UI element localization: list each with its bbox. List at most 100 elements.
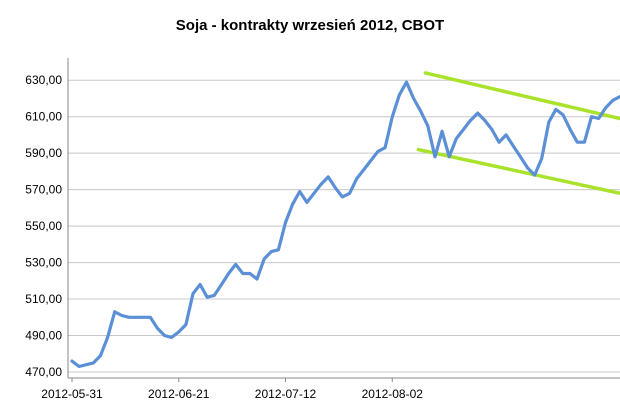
price-point: [163, 334, 166, 337]
trend-line: [423, 71, 620, 121]
price-point: [177, 330, 180, 334]
price-point: [248, 272, 252, 275]
price-point: [362, 168, 365, 171]
trend-lines: [416, 71, 620, 196]
grid-layer: [68, 79, 620, 373]
price-point: [590, 115, 593, 118]
price-point: [547, 120, 551, 124]
price-point: [270, 250, 273, 253]
price-point: [462, 128, 465, 131]
price-point: [198, 283, 202, 286]
y-tick-label: 550,00: [25, 219, 62, 233]
y-tick-label: 630,00: [25, 73, 62, 87]
price-point: [319, 182, 323, 186]
price-point: [348, 192, 351, 195]
chart-title: Soja - kontrakty wrzesień 2012, CBOT: [175, 17, 445, 34]
x-tick-label: 2012-07-12: [255, 387, 317, 401]
price-point: [604, 106, 607, 109]
price-point: [504, 133, 508, 137]
price-point: [391, 115, 394, 118]
price-point: [611, 99, 615, 102]
price-point: [262, 257, 266, 261]
price-point: [533, 173, 536, 177]
price-point: [376, 150, 380, 153]
trend-line: [416, 147, 620, 196]
y-tick-label: 610,00: [25, 110, 62, 124]
x-tick-label: 2012-08-02: [362, 387, 424, 401]
price-point: [597, 117, 600, 120]
price-point: [277, 248, 280, 252]
price-point: [85, 363, 88, 366]
price-point: [341, 195, 344, 199]
price-point: [519, 155, 522, 159]
y-tick-label: 470,00: [25, 365, 62, 379]
price-point: [70, 359, 74, 363]
axis-layer: [67, 58, 620, 382]
price-point: [561, 113, 565, 117]
price-point: [440, 130, 444, 133]
price-point: [583, 141, 586, 144]
y-tick-labels: 470,00 490,00 510,00 530,00 550,00 570,00 590,…: [25, 73, 62, 379]
price-point: [568, 128, 572, 131]
price-point: [433, 155, 437, 159]
price-point: [334, 186, 337, 190]
price-point: [298, 190, 301, 193]
price-point: [184, 323, 188, 326]
price-point: [77, 365, 81, 368]
price-point: [526, 166, 529, 169]
price-point: [241, 272, 245, 275]
price-point: [92, 361, 95, 365]
price-point: [149, 316, 152, 319]
price-point: [455, 137, 458, 140]
price-point: [383, 146, 387, 149]
price-point: [284, 221, 287, 224]
price-point: [426, 124, 430, 128]
price-point: [213, 294, 216, 297]
price-point: [497, 141, 501, 144]
price-point: [191, 292, 195, 295]
price-point: [220, 283, 223, 286]
price-point: [170, 336, 173, 339]
price-point: [312, 192, 316, 195]
price-point: [412, 97, 415, 100]
price-point: [405, 80, 408, 84]
price-point: [305, 201, 309, 204]
price-point: [156, 327, 159, 330]
price-point: [141, 316, 145, 319]
price-point: [419, 110, 422, 113]
price-point: [554, 108, 558, 111]
price-point: [512, 144, 515, 148]
price-point: [476, 111, 479, 115]
x-tick-label: 2012-05-31: [41, 387, 103, 401]
x-tick-label: 2012-06-21: [148, 387, 210, 401]
price-point: [327, 175, 330, 179]
price-point: [291, 203, 294, 206]
price-point: [127, 316, 131, 319]
price-point: [398, 93, 401, 97]
series-layer: [70, 80, 620, 369]
price-point: [234, 263, 237, 266]
price-point: [120, 314, 124, 317]
y-tick-label: 590,00: [25, 146, 62, 160]
price-point: [469, 119, 472, 122]
y-tick-label: 490,00: [25, 329, 62, 343]
price-point: [106, 336, 109, 339]
price-point: [355, 177, 358, 180]
price-point: [447, 155, 451, 159]
price-point: [490, 128, 494, 131]
price-point: [369, 159, 373, 162]
y-tick-label: 530,00: [25, 256, 62, 270]
price-point: [540, 157, 543, 160]
price-point: [227, 272, 230, 275]
price-point: [113, 310, 116, 314]
x-tick-labels: 2012-05-31 2012-06-21 2012-07-12 2012-08-02: [41, 387, 423, 401]
price-point: [483, 119, 486, 122]
price-point: [99, 354, 102, 357]
price-point: [255, 277, 259, 281]
price-series-line: [70, 80, 620, 369]
price-point: [134, 316, 138, 319]
y-tick-label: 510,00: [25, 292, 62, 306]
y-tick-label: 570,00: [25, 183, 62, 197]
price-point: [576, 141, 579, 144]
